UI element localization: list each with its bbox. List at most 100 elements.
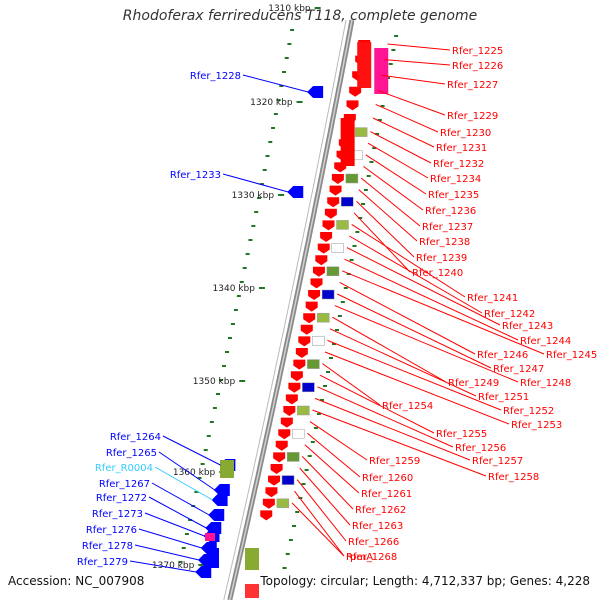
gene-label-rfer_1228: Rfer_1228	[190, 71, 241, 82]
gene-label-rfer_1273: Rfer_1273	[92, 509, 143, 520]
gene-label-rfer_1242: Rfer_1242	[484, 309, 535, 320]
forward-gene-arrow	[310, 278, 323, 289]
gene-label-rfer_r0004: Rfer_R0004	[95, 463, 153, 474]
gene-label-rfer_1254: Rfer_1254	[382, 401, 433, 412]
gene-feature-box	[312, 336, 325, 346]
gene-label-rfer_1256: Rfer_1256	[455, 443, 506, 454]
gene-label-rfer_1234: Rfer_1234	[430, 174, 481, 185]
gene-leader-line	[363, 165, 424, 211]
gene-leader-line	[294, 490, 345, 557]
gene-label-rfer_1235: Rfer_1235	[428, 190, 479, 201]
gene-label-rfer_1263: Rfer_1263	[352, 521, 403, 532]
gene-label-rfer_1261: Rfer_1261	[361, 489, 412, 500]
kbp-tick-label: 1370 kbp	[152, 561, 195, 571]
gene-label-rfer_1229: Rfer_1229	[447, 111, 498, 122]
forward-gene-arrow	[290, 371, 303, 382]
forward-gene-arrow	[322, 220, 335, 231]
forward-gene-arrow	[324, 208, 337, 219]
forward-gene-arrow	[270, 464, 283, 474]
gene-feature-box	[307, 359, 320, 369]
gene-leader-line	[358, 189, 418, 242]
gene-leader-line	[367, 142, 429, 179]
gene-label-rfer_1247: Rfer_1247	[493, 364, 544, 375]
forward-gene-block-large	[357, 42, 372, 88]
gene-leader-line	[129, 560, 197, 573]
gene-label-rfer_1226: Rfer_1226	[452, 61, 503, 72]
reverse-gene-arrow	[195, 566, 212, 578]
gene-label-rfer_1255: Rfer_1255	[436, 429, 487, 440]
gene-leader-line	[378, 90, 446, 116]
gene-label-rfer_1251: Rfer_1251	[478, 392, 529, 403]
forward-gene-arrow	[295, 348, 308, 358]
gene-label-rfer_1248: Rfer_1248	[520, 378, 571, 389]
gene-leader-line	[346, 247, 501, 326]
gene-label-rfer_1238: Rfer_1238	[419, 237, 470, 248]
gene-label-rfer_1278: Rfer_1278	[82, 541, 133, 552]
forward-gene-arrow	[331, 174, 344, 184]
gc-track-line	[223, 19, 347, 600]
kbp-tick-label: 1350 kbp	[193, 377, 236, 387]
gene-label-rfer_1266: Rfer_1266	[348, 537, 399, 548]
forward-gene-arrow	[298, 336, 311, 347]
gene-leader-line	[301, 456, 354, 510]
gene-leader-line	[138, 528, 202, 549]
gene-leader-line	[307, 432, 361, 478]
forward-gene-arrow	[312, 266, 325, 277]
gene-label-rfer_1276: Rfer_1276	[86, 525, 137, 536]
gene-label-rfer_1237: Rfer_1237	[422, 222, 473, 233]
gene-leader-line	[339, 281, 476, 355]
gene-leader-line	[327, 339, 502, 411]
gene-leader-line	[370, 131, 432, 164]
forward-gene-block	[245, 584, 259, 598]
gene-feature-box	[331, 243, 344, 253]
forward-gene-arrow	[349, 86, 362, 97]
gene-leader-line	[349, 235, 483, 314]
genome-backbone-highlight	[229, 19, 353, 600]
gene-label-rfer_1257: Rfer_1257	[472, 456, 523, 467]
gene-feature-box	[316, 312, 330, 323]
forward-gene-arrow	[278, 429, 291, 440]
forward-gene-arrow	[327, 197, 340, 208]
gene-leader-line	[158, 451, 216, 491]
forward-gene-arrow	[288, 382, 301, 393]
gene-leader-line	[332, 316, 447, 383]
forward-gene-arrow	[273, 452, 286, 463]
forward-gene-arrow	[285, 394, 298, 405]
gene-label-rfer_1268: Rfer_1268	[346, 552, 397, 563]
gene-leader-line	[319, 374, 435, 434]
gene-label-rfer_1260: Rfer_1260	[362, 473, 413, 484]
gene-feature-box	[286, 452, 300, 462]
gene-label-rfer_1233: Rfer_1233	[170, 170, 221, 181]
reverse-gene-arrow	[213, 484, 230, 496]
gene-feature-box	[354, 127, 368, 137]
gene-leader-line	[317, 386, 454, 448]
gene-label-rfer_1265: Rfer_1265	[106, 448, 157, 459]
gene-feature-box	[292, 428, 305, 439]
gene-feature-box	[220, 460, 234, 478]
gene-label-rfer_1227: Rfer_1227	[447, 80, 498, 91]
gene-leader-line	[144, 512, 205, 537]
kbp-tick-label: 1320 kbp	[250, 98, 293, 108]
kbp-tick-label: 1340 kbp	[213, 284, 256, 294]
gene-leader-line	[314, 397, 471, 461]
gene-leader-line	[351, 223, 466, 298]
gene-leader-line	[299, 467, 351, 526]
forward-gene-arrow	[268, 475, 281, 486]
forward-gene-arrow	[329, 185, 342, 196]
gene-label-rfer_1241: Rfer_1241	[467, 293, 518, 304]
gene-leader-line	[291, 502, 345, 557]
kbp-tick-label: 1360 kbp	[173, 468, 216, 478]
gene-leader-line	[154, 466, 213, 501]
reverse-gene-arrow	[211, 494, 228, 506]
gene-leader-line	[322, 363, 381, 406]
gene-leader-line	[242, 74, 309, 93]
gene-leader-line	[356, 200, 415, 258]
gene-label-rfer_1249: Rfer_1249	[448, 378, 499, 389]
gene-label-rfer_1243: Rfer_1243	[502, 321, 553, 332]
gene-label-rfer_1231: Rfer_1231	[436, 143, 487, 154]
gene-label-rfer_1232: Rfer_1232	[433, 159, 484, 170]
gene-leader-line	[365, 154, 427, 195]
gene-label-rfer_1245: Rfer_1245	[546, 350, 597, 361]
gene-label-rfer_1252: Rfer_1252	[503, 406, 554, 417]
